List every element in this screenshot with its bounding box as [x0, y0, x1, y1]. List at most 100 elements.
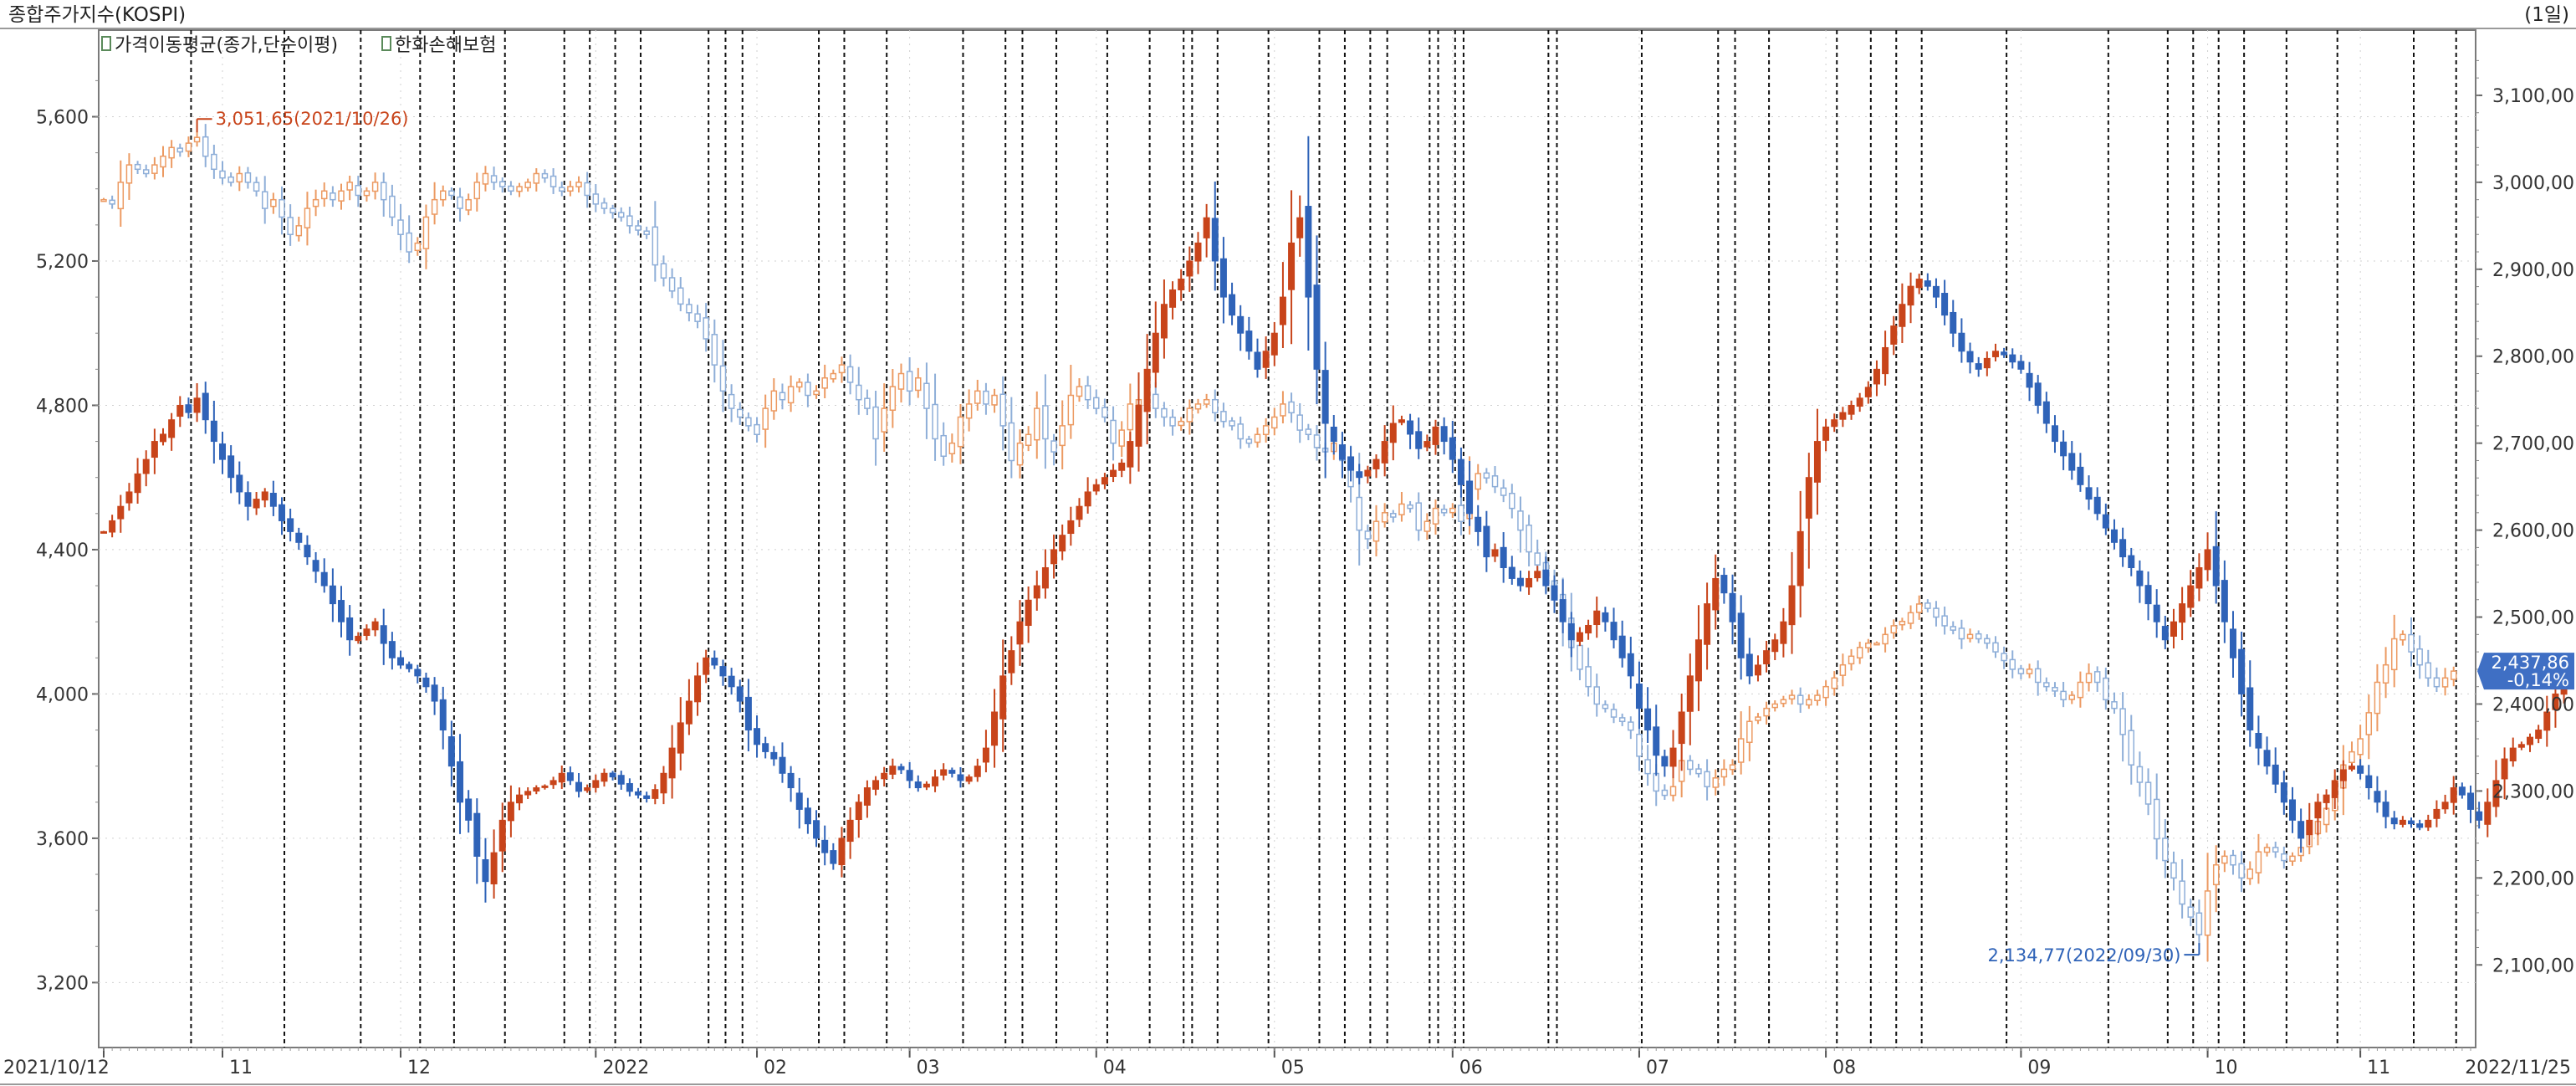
kospi-candle-body	[134, 163, 141, 171]
hanwha-candle-body	[1864, 387, 1872, 397]
kospi-candle-body	[974, 390, 981, 404]
hanwha-candle-body	[2060, 441, 2067, 457]
kospi-candle-body	[1712, 777, 1719, 788]
hanwha-candle-body	[406, 663, 413, 669]
kospi-candle-body	[626, 215, 633, 227]
kospi-candle-body	[2365, 712, 2373, 735]
kospi-candle-body	[1178, 420, 1184, 427]
hanwha-candle-body	[2527, 736, 2534, 745]
hanwha-candle-body	[236, 474, 243, 493]
kospi-candle-body	[2187, 906, 2195, 918]
kospi-candle-body	[279, 198, 285, 218]
kospi-candle-body	[872, 406, 879, 440]
kospi-candle-body	[2017, 668, 2025, 674]
hanwha-candle-body	[754, 728, 761, 745]
kospi-candle-body	[1212, 398, 1219, 414]
hanwha-candle-body	[2026, 372, 2033, 388]
kospi-candle-body	[363, 190, 371, 197]
hanwha-candle-body	[2425, 819, 2432, 828]
hanwha-candle-body	[2501, 758, 2508, 780]
hanwha-candle-body	[881, 772, 888, 780]
legend[interactable]: 가격이동평균(종가,단순이평) 한화손해보험	[101, 35, 496, 56]
kospi-candle-body	[846, 366, 854, 383]
hanwha-candle-body	[2009, 354, 2016, 363]
hanwha-candle-body	[134, 473, 141, 494]
kospi-candle-body	[244, 172, 252, 183]
kospi-candle-body	[1356, 496, 1362, 531]
hanwha-candle-body	[1805, 477, 1812, 519]
hanwha-candle-body	[838, 838, 846, 866]
hanwha-candle-body	[1475, 516, 1482, 532]
hanwha-candle-body	[2102, 514, 2109, 529]
x-tick-label: 12	[407, 1058, 431, 1078]
kospi-candle-body	[1865, 642, 1872, 648]
hanwha-candle-body	[1924, 280, 1931, 287]
hanwha-candle-body	[1848, 404, 1855, 415]
kospi-candle-body	[1737, 738, 1745, 763]
kospi-candle-body	[1992, 642, 1999, 653]
hanwha-candle-body	[1797, 530, 1804, 587]
hanwha-candle-body	[991, 711, 999, 746]
kospi-candle-body	[1432, 507, 1439, 525]
kospi-candle-body	[1059, 425, 1066, 447]
x-tick-label: 06	[1459, 1058, 1483, 1078]
hanwha-candle-body	[261, 491, 268, 501]
kospi-candle-body	[431, 198, 438, 215]
hanwha-candle-body	[507, 802, 514, 822]
kospi-candle-body	[686, 304, 693, 314]
hanwha-candle-body	[1932, 285, 1940, 298]
hanwha-candle-body	[2017, 361, 2025, 370]
hanwha-candle-body	[584, 787, 591, 791]
hanwha-candle-body	[2416, 823, 2424, 828]
kospi-candle-body	[389, 195, 396, 218]
kospi-candle-body	[2034, 668, 2042, 684]
kospi-candle-body	[2153, 798, 2160, 840]
hanwha-candle-body	[1372, 458, 1380, 469]
hanwha-candle-body	[1347, 456, 1355, 471]
hanwha-candle-body	[363, 628, 371, 637]
hanwha-candle-body	[176, 404, 184, 417]
kospi-candle-body	[1653, 772, 1659, 792]
kospi-candle-body	[465, 198, 472, 211]
kospi-candle-body	[1423, 520, 1431, 532]
hanwha-candle-body	[601, 772, 608, 782]
hanwha-candle-body	[2001, 351, 2008, 356]
kospi-high-label: 3,051,65(2021/10/26)	[216, 109, 409, 129]
hanwha-candle-body	[439, 699, 447, 731]
hanwha-candle-body	[473, 812, 481, 857]
hanwha-candle-body	[1704, 603, 1711, 645]
hanwha-candle-body	[2195, 566, 2203, 589]
kospi-candle-body	[270, 198, 277, 207]
hanwha-candle-body	[2229, 628, 2236, 658]
hanwha-candle-body	[320, 571, 328, 587]
kospi-candle-body	[2323, 807, 2330, 826]
hanwha-candle-body	[1941, 293, 1949, 316]
hanwha-candle-body	[1839, 412, 1847, 420]
hanwha-candle-body	[1415, 431, 1423, 449]
kospi-candle-body	[677, 287, 684, 305]
kospi-candle-body	[2382, 663, 2389, 684]
kospi-high-annotation: 3,051,65(2021/10/26)	[196, 109, 409, 133]
hanwha-candle-body	[1118, 462, 1126, 471]
kospi-candle-body	[1458, 505, 1464, 522]
hanwha-candle-body	[2297, 821, 2305, 839]
hanwha-candle-body	[2144, 585, 2152, 605]
kospi-candle-body	[439, 190, 447, 201]
kospi-candle-body	[1169, 416, 1176, 427]
hanwha-candle-body	[219, 443, 227, 460]
right-tick-label: 2,800,00	[2492, 347, 2574, 368]
kospi-candle-body	[915, 377, 922, 392]
hanwha-candle-body	[1669, 747, 1677, 767]
x-tick-label: 03	[917, 1058, 940, 1078]
right-tick-label: 2,900,00	[2492, 260, 2574, 281]
hanwha-candle-body	[295, 532, 303, 543]
kospi-candle-body	[1194, 403, 1202, 410]
kospi-candle-body	[1262, 425, 1270, 436]
hanwha-candle-body	[1771, 639, 1779, 653]
kospi-candle-body	[1755, 716, 1761, 721]
hanwha-candle-body	[635, 791, 642, 796]
kospi-candle-body	[2077, 681, 2084, 699]
hanwha-candle-body	[1050, 549, 1058, 565]
kospi-candle-body	[320, 190, 328, 200]
